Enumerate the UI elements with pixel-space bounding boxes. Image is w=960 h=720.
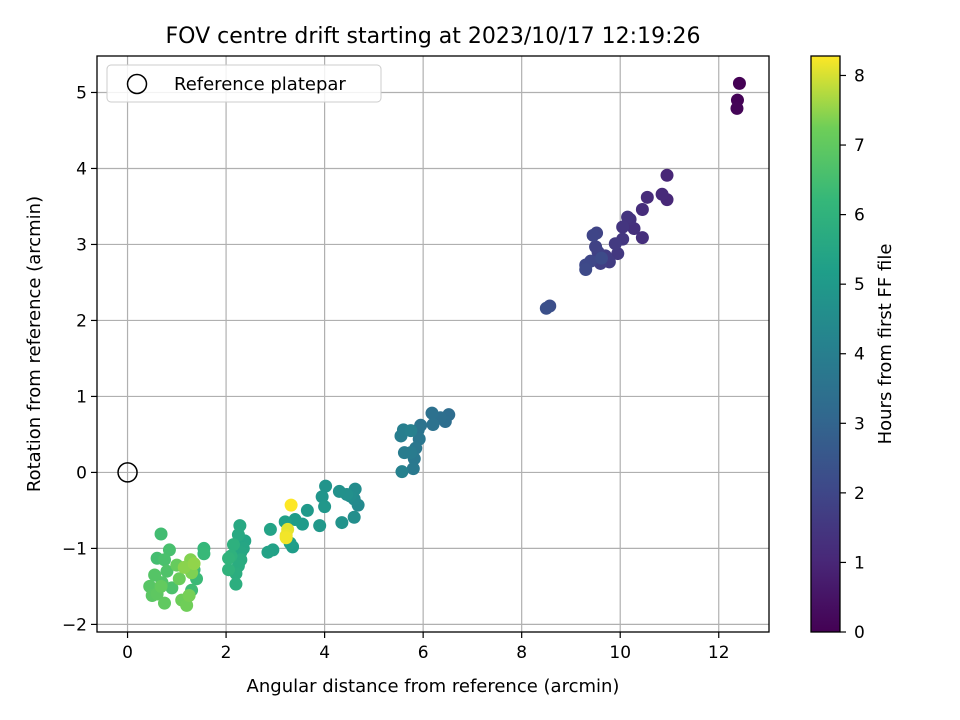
data-point xyxy=(154,527,168,541)
data-point xyxy=(635,231,649,245)
data-point xyxy=(288,513,302,527)
y-tick-label: 0 xyxy=(76,463,87,483)
x-tick-label: 10 xyxy=(609,643,631,663)
data-point xyxy=(635,202,649,216)
data-point xyxy=(732,76,746,90)
data-point xyxy=(616,220,630,234)
y-tick-label: 1 xyxy=(76,387,87,407)
data-point xyxy=(148,568,162,582)
data-point xyxy=(177,560,191,574)
y-tick-label: 5 xyxy=(76,83,87,103)
data-point xyxy=(284,498,298,512)
y-tick-label: 4 xyxy=(76,159,87,179)
data-point xyxy=(426,418,440,432)
data-point xyxy=(229,577,243,591)
x-tick-label: 8 xyxy=(516,643,527,663)
data-point xyxy=(300,503,314,517)
data-point xyxy=(660,168,674,182)
data-point xyxy=(160,564,174,578)
chart-title: FOV centre drift starting at 2023/10/17 … xyxy=(166,24,701,49)
data-point xyxy=(586,228,600,242)
colorbar-tick-label: 7 xyxy=(854,136,865,156)
data-point xyxy=(332,484,346,498)
data-point xyxy=(279,531,293,545)
legend: Reference platepar xyxy=(106,64,382,103)
data-point xyxy=(425,406,439,420)
data-points xyxy=(117,76,746,612)
x-tick-label: 6 xyxy=(418,643,429,663)
y-tick-label: 2 xyxy=(76,311,87,331)
data-point xyxy=(335,516,349,530)
data-point xyxy=(579,263,593,277)
y-tick-label: 3 xyxy=(76,235,87,255)
data-point xyxy=(154,579,168,593)
data-point xyxy=(162,543,176,557)
x-tick-label: 2 xyxy=(221,643,232,663)
data-point xyxy=(165,581,179,595)
data-point xyxy=(263,522,277,536)
data-point xyxy=(640,190,654,204)
colorbar-tick-label: 3 xyxy=(854,414,865,434)
data-point xyxy=(187,557,201,571)
x-tick-label: 12 xyxy=(708,643,730,663)
data-point xyxy=(347,510,361,524)
data-point xyxy=(608,237,622,251)
data-point xyxy=(313,519,327,533)
data-point xyxy=(315,490,329,504)
data-point xyxy=(226,538,240,552)
data-point xyxy=(621,210,635,224)
data-point xyxy=(611,247,625,261)
data-point xyxy=(404,424,418,438)
data-point xyxy=(318,500,332,514)
data-point xyxy=(157,596,171,610)
data-point xyxy=(730,101,744,115)
y-axis-ticks: −2 −1 0 1 2 3 4 5 xyxy=(62,83,97,635)
legend-reference-label: Reference platepar xyxy=(174,74,346,95)
data-point xyxy=(655,187,669,201)
data-point xyxy=(222,551,236,565)
data-point xyxy=(539,301,553,315)
legend-reference-marker xyxy=(126,73,148,95)
data-point xyxy=(261,545,275,559)
x-tick-label: 0 xyxy=(122,643,133,663)
data-point xyxy=(180,598,194,612)
data-point xyxy=(319,479,333,493)
data-point xyxy=(197,547,211,561)
colorbar-ticks: 0 1 2 3 4 5 6 7 8 xyxy=(840,66,865,643)
colorbar-label: Hours from first FF file xyxy=(875,244,896,445)
colorbar xyxy=(810,55,841,633)
plot-frame xyxy=(96,55,770,633)
data-point xyxy=(231,528,245,542)
data-point xyxy=(594,251,608,265)
data-point xyxy=(406,462,420,476)
data-point xyxy=(395,465,409,479)
x-tick-label: 4 xyxy=(319,643,330,663)
colorbar-tick-label: 0 xyxy=(854,623,865,643)
colorbar-tick-label: 8 xyxy=(854,66,865,86)
colorbar-tick-label: 1 xyxy=(854,553,865,573)
data-point xyxy=(182,589,196,603)
colorbar-tick-label: 4 xyxy=(854,345,865,365)
x-axis-label: Angular distance from reference (arcmin) xyxy=(247,676,620,697)
colorbar-tick-label: 5 xyxy=(854,275,865,295)
data-point xyxy=(172,572,186,586)
data-point xyxy=(222,563,236,577)
y-tick-label: −1 xyxy=(62,539,87,559)
y-tick-label: −2 xyxy=(62,615,87,635)
colorbar-tick-label: 2 xyxy=(854,484,865,504)
reference-platepar-marker xyxy=(117,462,138,483)
data-point xyxy=(397,446,411,460)
legend-box xyxy=(106,64,382,103)
data-point xyxy=(157,553,171,567)
y-axis-label: Rotation from reference (arcmin) xyxy=(24,196,45,492)
colorbar-tick-label: 6 xyxy=(854,206,865,226)
data-point xyxy=(589,240,603,254)
x-axis-ticks: 0 2 4 6 8 10 12 xyxy=(122,632,730,663)
grid-lines xyxy=(97,56,769,632)
